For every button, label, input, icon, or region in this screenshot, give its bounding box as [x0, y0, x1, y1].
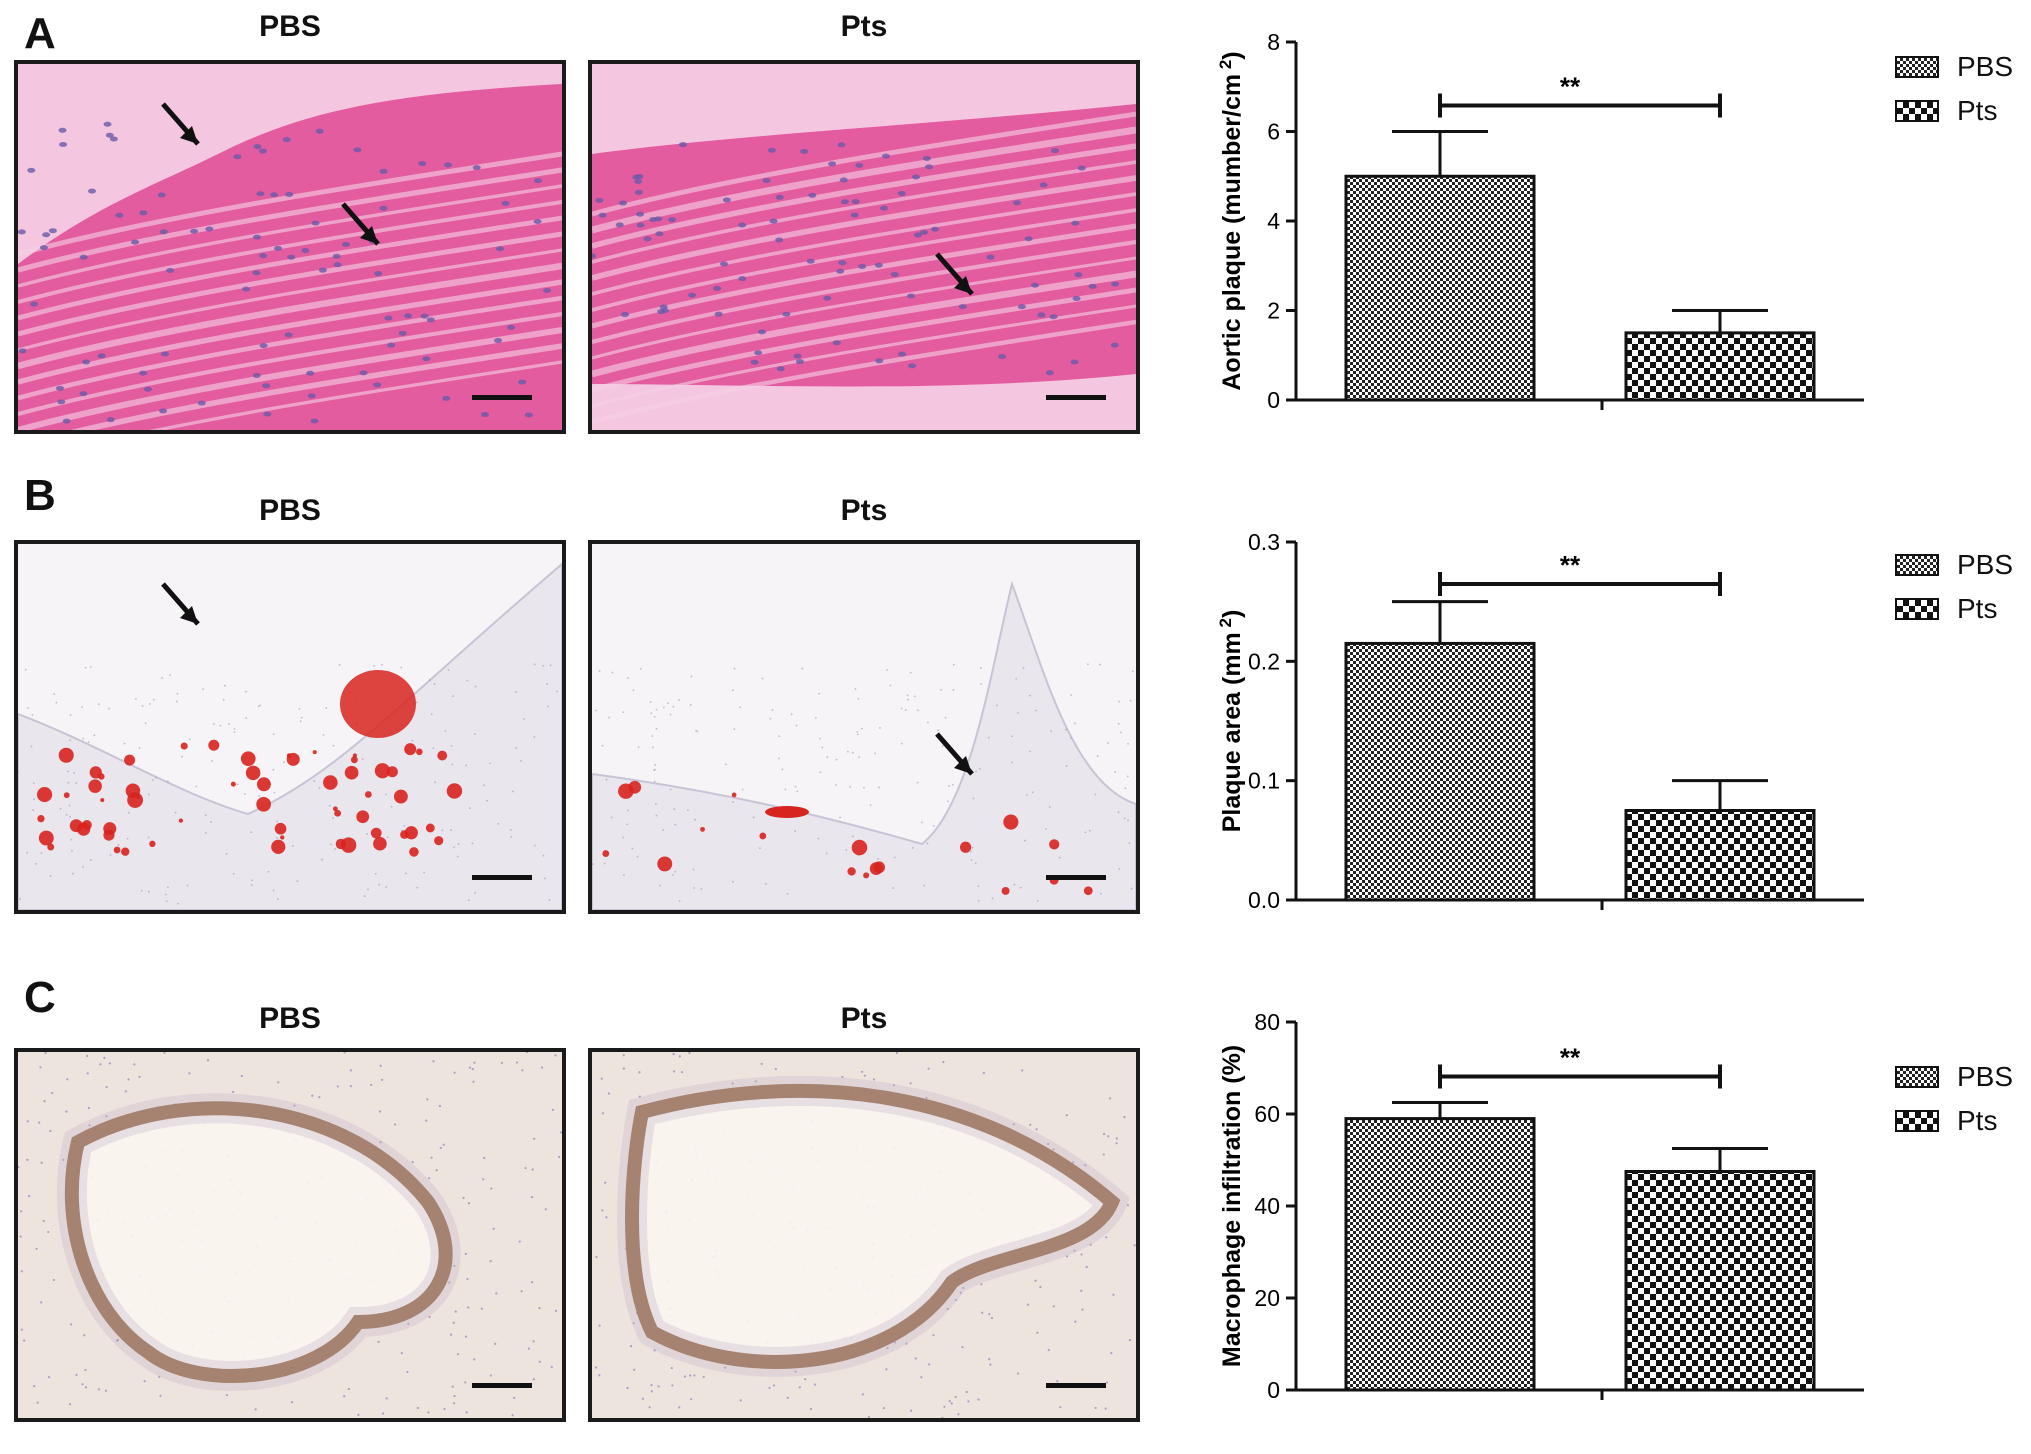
legend-swatch: [1895, 1066, 1939, 1088]
row-a: A PBS Pts 0 2 4 6 8 Aortic plaque (mumber/cm …: [0, 0, 2031, 470]
image-title-b-pts: Pts: [840, 494, 888, 527]
micrograph-c-pbs: [14, 1048, 566, 1422]
legend-swatch: [1895, 1110, 1939, 1132]
y-axis-label: Macrophage infiltration (%): [1218, 1045, 1246, 1367]
annotation-arrow: [935, 732, 974, 776]
chart-c: 0 20 40 60 80 Macrophage infiltration (%) **: [1200, 1000, 1880, 1430]
legend-swatch: [1895, 56, 1939, 78]
legend-swatch: [1895, 100, 1939, 122]
legend-label: PBS: [1957, 51, 2014, 82]
legend-item: Pts: [1895, 96, 1997, 126]
micrograph-art: [18, 1052, 562, 1418]
micrograph-b-pbs: [14, 540, 566, 914]
image-title-c-pts: Pts: [840, 1002, 888, 1035]
significance-bracket: [1438, 93, 1722, 118]
micrograph-art: [592, 64, 1136, 430]
annotation-arrow: [935, 252, 974, 296]
legend-item: Pts: [1895, 594, 1997, 624]
bar-pts: [1624, 1170, 1816, 1392]
y-tick-label: 0.3: [1248, 529, 1280, 555]
legend-label: Pts: [1957, 593, 1998, 624]
significance-label: **: [1560, 72, 1581, 102]
significance-bracket: [1438, 572, 1722, 596]
micrograph-a-pts: [588, 60, 1140, 434]
legend-swatch: [1895, 598, 1939, 620]
bar-pbs: [1344, 1117, 1536, 1392]
y-tick-label: 80: [1254, 1009, 1280, 1035]
micrograph-art: [18, 64, 562, 430]
significance-label: **: [1560, 1043, 1581, 1073]
bar-chart: 0.0 0.1 0.2 0.3 Plaque area (mm 2) **: [1216, 529, 1864, 913]
annotation-arrow: [161, 102, 200, 146]
bar-pts: [1624, 331, 1816, 402]
micrograph-art: [592, 1052, 1136, 1418]
y-tick-label: 2: [1267, 298, 1280, 324]
panel-letter-c: C: [24, 973, 56, 1022]
legend-swatch: [1895, 554, 1939, 576]
y-tick-label: 60: [1254, 1101, 1280, 1127]
micrograph-b-pts: [588, 540, 1140, 914]
micrograph-c-pts: [588, 1048, 1140, 1422]
bar-pbs: [1344, 641, 1536, 902]
y-tick-label: 0.2: [1248, 648, 1280, 674]
y-axis-label: Plaque area (mm 2): [1216, 610, 1247, 833]
annotation-arrow: [161, 582, 200, 626]
image-title-b-pbs: PBS: [259, 494, 321, 527]
chart-b: 0.0 0.1 0.2 0.3 Plaque area (mm 2) **: [1200, 520, 1880, 940]
image-title-c-pbs: PBS: [259, 1002, 321, 1035]
y-tick-label: 0: [1267, 387, 1280, 413]
significance-label: **: [1560, 550, 1581, 580]
micrograph-art: [18, 544, 562, 910]
y-axis-label: Aortic plaque (mumber/cm 2): [1216, 51, 1247, 390]
y-tick-label: 20: [1254, 1285, 1280, 1311]
legend-label: Pts: [1957, 95, 1998, 126]
micrograph-a-pbs: [14, 60, 566, 434]
significance-bracket: [1438, 1064, 1722, 1089]
y-tick-label: 4: [1267, 208, 1280, 234]
legend-label: PBS: [1957, 549, 2014, 580]
legend-label: PBS: [1957, 1061, 2014, 1092]
row-c: C PBS Pts 0 20 40 60 80 Macrophage infiltrati…: [0, 960, 2031, 1454]
bar-chart: 0 20 40 60 80 Macrophage infiltration (%) **: [1218, 1009, 1864, 1403]
chart-a: 0 2 4 6 8 Aortic plaque (mumber/cm 2) **: [1200, 20, 1880, 440]
legend-item: Pts: [1895, 1106, 1997, 1136]
y-tick-label: 0.0: [1248, 887, 1280, 913]
panel-letter-b: B: [24, 471, 56, 520]
micrograph-art: [592, 544, 1136, 910]
y-tick-label: 8: [1267, 29, 1280, 55]
bar-pts: [1624, 809, 1816, 902]
legend-b: PBS Pts: [1895, 550, 2025, 630]
image-title-a-pts: Pts: [840, 10, 888, 43]
image-title-a-pbs: PBS: [259, 10, 321, 43]
y-tick-label: 6: [1267, 119, 1280, 145]
legend-item: PBS: [1895, 550, 2013, 580]
legend-a: PBS Pts: [1895, 52, 2025, 132]
bar-chart: 0 2 4 6 8 Aortic plaque (mumber/cm 2) **: [1216, 29, 1864, 413]
annotation-arrow: [341, 202, 380, 246]
row-b: B PBS Pts 0.0 0.1 0.2 0.3 Plaque area (mm 2)…: [0, 470, 2031, 960]
legend-item: PBS: [1895, 1062, 2013, 1092]
y-tick-label: 40: [1254, 1193, 1280, 1219]
panel-letter-a: A: [24, 9, 56, 58]
legend-item: PBS: [1895, 52, 2013, 82]
legend-label: Pts: [1957, 1105, 1998, 1136]
y-tick-label: 0.1: [1248, 768, 1280, 794]
y-tick-label: 0: [1267, 1377, 1280, 1403]
bar-pbs: [1344, 174, 1536, 402]
legend-c: PBS Pts: [1895, 1062, 2025, 1142]
